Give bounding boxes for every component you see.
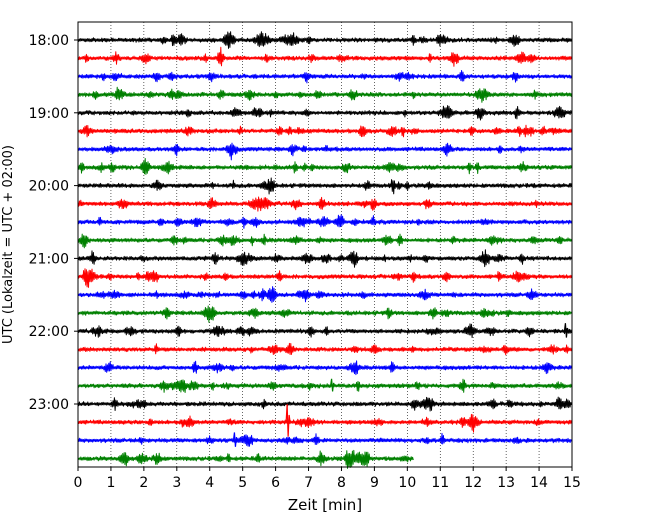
trace-2230 <box>77 360 572 376</box>
trace-1815 <box>77 46 572 67</box>
x-tick-label-3: 3 <box>172 475 181 491</box>
x-tick-label-5: 5 <box>238 475 247 491</box>
y-tick-label-4: 22:00 <box>29 324 69 340</box>
y-tick-label-3: 21:00 <box>29 251 69 267</box>
trace-2300 <box>77 396 572 412</box>
x-tick-label-7: 7 <box>304 475 313 491</box>
x-tick-label-11: 11 <box>431 475 449 491</box>
trace-1800 <box>77 31 572 49</box>
x-tick-label-12: 12 <box>464 475 482 491</box>
trace-2245 <box>77 378 572 393</box>
trace-spike-1 <box>232 432 239 447</box>
plot-frame <box>77 21 573 468</box>
trace-2115 <box>77 268 572 288</box>
trace-1930 <box>77 142 572 161</box>
x-axis-ticks: 0 1 2 3 4 5 6 7 8 9 10 11 12 13 14 15 <box>74 467 581 491</box>
seismic-traces <box>77 31 572 469</box>
y-tick-label-1: 19:00 <box>29 106 69 122</box>
x-tick-label-0: 0 <box>74 475 83 491</box>
trace-1945 <box>77 158 572 175</box>
trace-1900 <box>77 105 572 121</box>
x-tick-label-15: 15 <box>563 475 581 491</box>
x-tick-label-9: 9 <box>370 475 379 491</box>
grid-lines <box>110 22 540 467</box>
trace-spike-3 <box>563 323 569 338</box>
trace-2030 <box>77 214 572 229</box>
x-axis-label: Zeit [min] <box>288 496 362 514</box>
x-tick-label-14: 14 <box>530 475 548 491</box>
x-tick-label-1: 1 <box>106 475 115 491</box>
x-tick-label-2: 2 <box>139 475 148 491</box>
x-tick-label-4: 4 <box>205 475 214 491</box>
y-tick-label-0: 18:00 <box>29 33 69 49</box>
x-tick-label-6: 6 <box>271 475 280 491</box>
trace-2215 <box>77 342 572 356</box>
trace-1845 <box>77 86 572 103</box>
trace-2145 <box>77 305 572 323</box>
trace-1830 <box>77 70 572 84</box>
trace-2045 <box>77 233 572 249</box>
trace-2000 <box>77 177 572 195</box>
y-axis-label: UTC (Lokalzeit = UTC + 02:00) <box>1 145 16 344</box>
trace-spike-0 <box>285 404 291 437</box>
trace-2130 <box>77 286 572 303</box>
trace-2015 <box>77 196 572 212</box>
trace-2330 <box>77 432 572 447</box>
trace-2315 <box>77 413 572 433</box>
x-tick-label-10: 10 <box>398 475 416 491</box>
y-tick-label-5: 23:00 <box>29 397 69 413</box>
trace-spike-2 <box>329 378 336 392</box>
y-axis-ticks: 18:00 19:00 20:00 21:00 22:00 23:00 <box>29 33 78 413</box>
x-tick-label-13: 13 <box>497 475 515 491</box>
x-tick-label-8: 8 <box>337 475 346 491</box>
trace-2100 <box>77 249 572 268</box>
trace-1915 <box>77 124 572 138</box>
trace-2345 <box>77 449 414 469</box>
trace-2200 <box>77 323 572 338</box>
y-tick-label-2: 20:00 <box>29 179 69 195</box>
